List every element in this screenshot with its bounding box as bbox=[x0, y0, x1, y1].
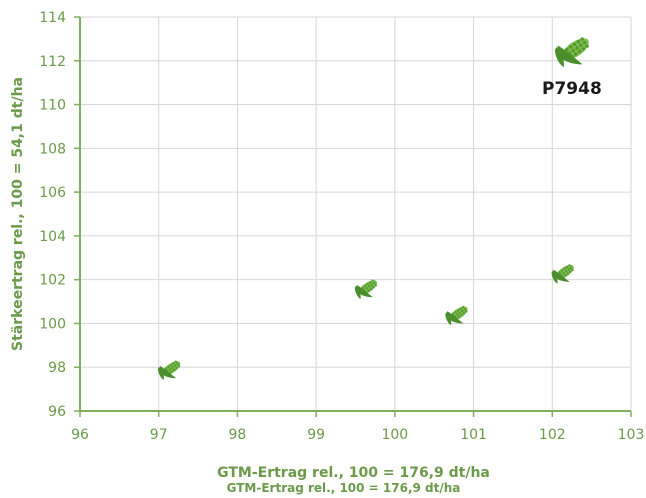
data-point bbox=[354, 279, 378, 300]
x-tick-label: 98 bbox=[229, 427, 247, 443]
y-tick-label: 100 bbox=[39, 316, 66, 332]
y-tick-label: 102 bbox=[39, 273, 66, 289]
y-tick-label: 104 bbox=[39, 229, 66, 245]
y-tick-label: 110 bbox=[39, 98, 66, 114]
data-point bbox=[551, 264, 574, 284]
y-tick-label: 108 bbox=[39, 141, 66, 157]
y-tick-label: 96 bbox=[48, 404, 66, 420]
x-axis-title-secondary: GTM-Ertrag rel., 100 = 176,9 dt/ha bbox=[227, 481, 461, 495]
x-tick-label: 99 bbox=[307, 427, 325, 443]
axes bbox=[74, 16, 632, 417]
x-tick-label: 97 bbox=[150, 427, 168, 443]
x-tick-label: 102 bbox=[539, 427, 566, 443]
x-tick-label: 96 bbox=[71, 427, 89, 443]
data-points: P7948 bbox=[158, 37, 602, 381]
y-axis-title: Stärkeertrag rel., 100 = 54,1 dt/ha bbox=[10, 77, 26, 351]
tick-labels: 96 97 98 99 100 101 102 103 96 98 100 102 104 106 108 1… bbox=[39, 10, 644, 443]
y-tick-label: 112 bbox=[39, 54, 66, 70]
point-label: P7948 bbox=[542, 79, 602, 99]
data-point bbox=[158, 360, 181, 381]
x-tick-label: 100 bbox=[381, 427, 408, 443]
y-tick-label: 114 bbox=[39, 10, 66, 26]
x-tick-label: 101 bbox=[460, 427, 487, 443]
data-point-highlighted bbox=[554, 37, 589, 68]
data-point bbox=[445, 305, 468, 326]
y-tick-label: 98 bbox=[48, 360, 66, 376]
y-tick-label: 106 bbox=[39, 185, 66, 201]
grid bbox=[80, 16, 632, 411]
x-axis-title: GTM-Ertrag rel., 100 = 176,9 dt/ha bbox=[217, 465, 490, 481]
x-tick-label: 103 bbox=[618, 427, 645, 443]
